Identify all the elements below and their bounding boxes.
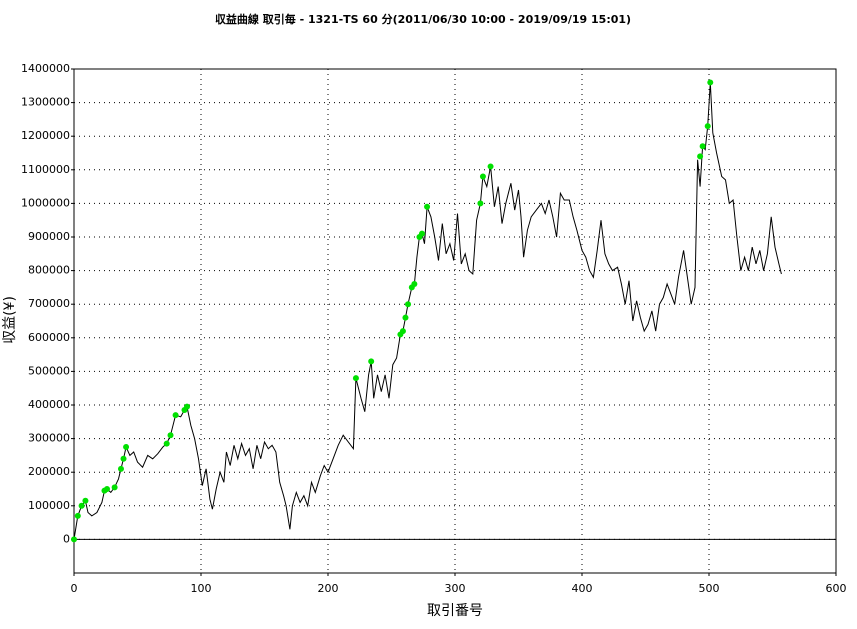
x-tick-label: 100 bbox=[191, 582, 212, 595]
new-high-marker bbox=[71, 536, 77, 543]
new-high-marker bbox=[78, 502, 85, 509]
new-high-marker bbox=[697, 153, 704, 160]
x-tick-label: 0 bbox=[71, 582, 78, 595]
y-tick-label: 400000 bbox=[28, 398, 70, 411]
new-high-marker bbox=[111, 484, 118, 491]
new-high-marker bbox=[424, 203, 431, 210]
y-tick-label: 1200000 bbox=[21, 129, 70, 142]
plot-frame bbox=[73, 68, 837, 574]
new-high-marker bbox=[704, 123, 711, 130]
new-high-marker bbox=[82, 497, 89, 504]
x-tick-label: 300 bbox=[445, 582, 466, 595]
new-high-marker bbox=[120, 455, 127, 462]
new-high-marker bbox=[411, 281, 418, 288]
y-tick-label: 600000 bbox=[28, 331, 70, 344]
x-tick-label: 200 bbox=[318, 582, 339, 595]
new-high-marker bbox=[184, 403, 191, 410]
new-high-marker bbox=[477, 200, 484, 207]
y-tick-label: 1100000 bbox=[21, 163, 70, 176]
new-high-marker bbox=[487, 163, 494, 170]
y-tick-label: 200000 bbox=[28, 465, 70, 478]
y-tick-label: 500000 bbox=[28, 364, 70, 377]
new-high-marker bbox=[399, 328, 406, 335]
new-high-marker bbox=[699, 143, 706, 150]
y-tick-label: 700000 bbox=[28, 297, 70, 310]
y-tick-label: 900000 bbox=[28, 230, 70, 243]
y-tick-label: 800000 bbox=[28, 264, 70, 277]
equity-line bbox=[73, 82, 782, 540]
y-tick-label: 100000 bbox=[28, 499, 70, 512]
new-high-marker bbox=[104, 486, 111, 492]
new-high-marker bbox=[74, 512, 81, 519]
new-high-marker bbox=[123, 444, 130, 450]
y-axis-label: 収益(¥) bbox=[2, 296, 18, 344]
y-tick-label: 0 bbox=[63, 532, 70, 545]
new-high-marker bbox=[117, 465, 124, 472]
x-tick-label: 500 bbox=[699, 582, 720, 595]
new-high-marker bbox=[418, 230, 425, 237]
x-tick-label: 400 bbox=[572, 582, 593, 595]
new-high-marker bbox=[707, 79, 714, 86]
y-tick-label: 1000000 bbox=[21, 196, 70, 209]
new-high-marker bbox=[167, 432, 174, 439]
y-tick-label: 1300000 bbox=[21, 96, 70, 109]
new-high-marker bbox=[172, 412, 179, 419]
chart-title: 収益曲線 取引毎 - 1321-TS 60 分(2011/06/30 10:00… bbox=[215, 12, 631, 26]
x-tick-label: 600 bbox=[826, 582, 847, 595]
new-high-marker bbox=[479, 173, 486, 180]
new-high-marker bbox=[163, 440, 170, 447]
y-tick-label: 1400000 bbox=[21, 62, 70, 75]
new-high-marker bbox=[402, 314, 409, 321]
new-high-marker bbox=[368, 358, 375, 365]
new-high-marker bbox=[405, 301, 412, 308]
new-high-marker bbox=[352, 375, 359, 382]
x-axis-label: 取引番号 bbox=[427, 603, 483, 619]
y-tick-label: 300000 bbox=[28, 432, 70, 445]
